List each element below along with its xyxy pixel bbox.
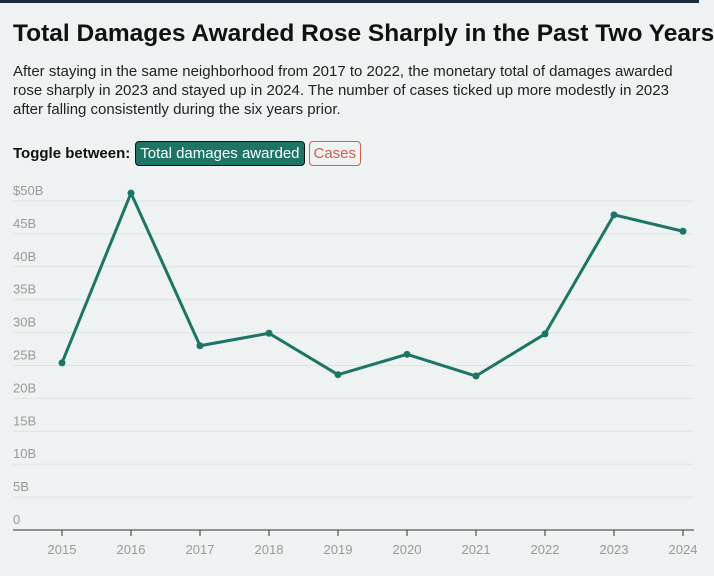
point [403,350,411,358]
y-tick-label: $50B [13,183,43,198]
x-tick-label: 2021 [462,542,491,557]
x-tick-label: 2024 [669,542,698,557]
toggle-button[interactable]: Total damages awarded [135,141,305,166]
x-tick-label: 2018 [255,542,284,557]
line [60,191,684,378]
x-tick-label: 2019 [324,542,353,557]
y-tick-label: 20B [13,380,36,395]
point [334,371,342,379]
y-tick-label: 40B [13,249,36,264]
y-tick-label: 25B [13,348,36,363]
point [265,329,273,337]
toggle-button[interactable]: Cases [308,141,362,166]
point [679,227,687,235]
top-bar [0,0,699,3]
chart-subtitle: After staying in the same neighborhood f… [13,63,673,118]
point [196,342,204,350]
x-tick-label: 2015 [48,542,77,557]
x-tick-label: 2022 [531,542,560,557]
point [58,359,66,367]
point [541,330,549,338]
y-tick-label: 10B [13,446,36,461]
y-tick-label: 45B [13,216,36,231]
y-tick-label: 35B [13,282,36,297]
x-tick-label: 2020 [393,542,422,557]
y-tick-label: 5B [13,479,29,494]
x-tick-label: 2017 [186,542,215,557]
x-tick-label: 2023 [600,542,629,557]
point [472,372,480,380]
toggle-label: Toggle between: [13,145,131,162]
point [610,211,618,219]
toggle: Toggle between: Total damages awarded Ca… [13,141,362,166]
y-tick-label: 15B [13,413,36,428]
y-tick-label: 0 [13,512,20,527]
y-tick-label: 30B [13,315,36,330]
point [127,189,135,197]
chart-title: Total Damages Awarded Rose Sharply in th… [13,20,714,47]
x-tick-label: 2016 [117,542,146,557]
